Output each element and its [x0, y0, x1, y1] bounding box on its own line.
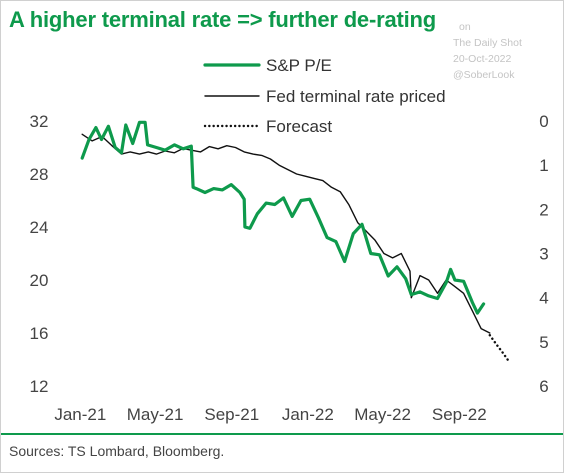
series-layer — [80, 120, 511, 363]
left-axis-tick-label: 28 — [30, 165, 49, 184]
right-axis-tick-label: 4 — [539, 289, 548, 308]
pe-series-line — [80, 120, 486, 315]
x-axis-tick-label: Sep-21 — [204, 405, 259, 424]
right-axis-tick-label: 1 — [539, 156, 548, 175]
right-axis-tick-label: 2 — [539, 200, 548, 219]
legend-item-forecast: Forecast — [203, 117, 332, 136]
legend-label: Fed terminal rate priced — [266, 87, 446, 106]
left-axis-tick-label: 20 — [30, 271, 49, 290]
watermark-line: @SoberLook — [453, 69, 515, 81]
x-axis-tick-label: May-22 — [354, 405, 411, 424]
left-axis: 32 28 24 20 16 12 — [30, 112, 49, 396]
legend-label: S&P P/E — [266, 56, 332, 75]
watermark-line: on — [459, 21, 471, 33]
right-axis-tick-label: 5 — [539, 333, 548, 352]
legend-item-pe: S&P P/E — [203, 56, 332, 75]
right-axis: 0 1 2 3 4 5 6 — [539, 112, 548, 396]
x-axis-tick-label: Jan-21 — [54, 405, 106, 424]
x-axis-tick-label: Jan-22 — [282, 405, 334, 424]
watermark-line: 20-Oct-2022 — [453, 53, 512, 65]
chart-title: A higher terminal rate => further de-rat… — [9, 7, 437, 32]
legend-item-fed: Fed terminal rate priced — [204, 87, 446, 106]
legend-label: Forecast — [266, 117, 332, 136]
watermark: on The Daily Shot 20-Oct-2022 @SoberLook — [453, 19, 561, 83]
left-axis-tick-label: 24 — [30, 218, 49, 237]
watermark-line: The Daily Shot — [453, 37, 522, 49]
source-note: Sources: TS Lombard, Bloomberg. — [9, 443, 225, 459]
forecast-series-line — [488, 334, 511, 363]
x-axis: Jan-21 May-21 Sep-21 Jan-22 May-22 Sep-22 — [54, 405, 486, 424]
x-axis-tick-label: Sep-22 — [432, 405, 487, 424]
right-axis-tick-label: 3 — [539, 245, 548, 264]
left-axis-tick-label: 12 — [30, 377, 49, 396]
legend: S&P P/E Fed terminal rate priced Forecast — [203, 56, 446, 136]
fed-rate-series-line — [81, 133, 491, 334]
left-axis-tick-label: 32 — [30, 112, 49, 131]
left-axis-tick-label: 16 — [30, 324, 49, 343]
x-axis-tick-label: May-21 — [127, 405, 184, 424]
right-axis-tick-label: 6 — [539, 377, 548, 396]
footer-divider — [1, 433, 563, 435]
right-axis-tick-label: 0 — [539, 112, 548, 131]
